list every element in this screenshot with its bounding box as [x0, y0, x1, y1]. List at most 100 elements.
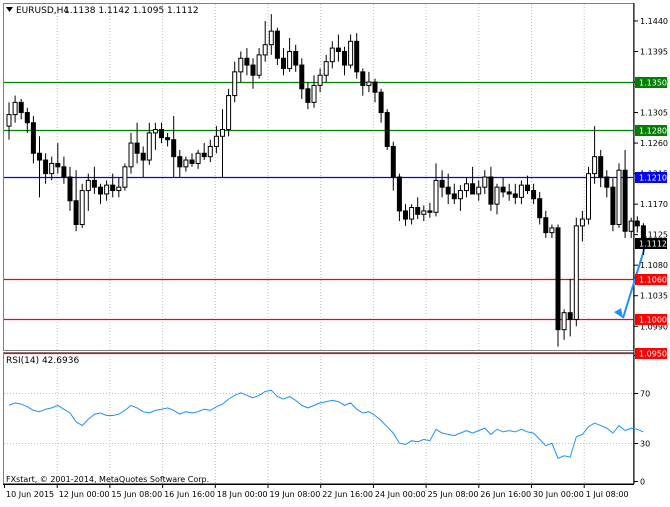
- candle-bear: [445, 186, 451, 195]
- time-tick-label: 12 Jun 00:00: [59, 490, 110, 499]
- level-price-tag-text: 1.1210: [639, 174, 667, 183]
- candle-bear: [73, 200, 79, 225]
- candle-bear: [293, 50, 299, 66]
- candle-bear: [201, 152, 207, 158]
- projection-arrow-line: [622, 245, 647, 319]
- candle-bull: [586, 173, 591, 220]
- candle-bear: [360, 71, 366, 86]
- candle-bear: [171, 139, 177, 158]
- candle-bear: [543, 217, 549, 234]
- candle-bear: [91, 179, 97, 188]
- candle-bear: [55, 162, 61, 168]
- candle-bull: [232, 71, 238, 97]
- candle-bear: [537, 198, 543, 219]
- candle-bear: [488, 176, 494, 205]
- candle-bull: [549, 227, 555, 234]
- candle-bull: [183, 159, 189, 168]
- time-tick-label: 1 Jul 08:00: [586, 490, 629, 499]
- candle-bear: [598, 156, 604, 178]
- time-tick-label: 25 Jun 08:00: [428, 490, 479, 499]
- candle-bear: [18, 101, 24, 114]
- candle-bull: [628, 220, 634, 232]
- price-tick-label: 1.1170: [640, 200, 668, 209]
- price-tick-label: 1.1260: [640, 139, 668, 148]
- candle-bull: [494, 186, 500, 205]
- candle-bull: [226, 95, 232, 131]
- level-price-tag: [635, 348, 667, 359]
- symbol-title: EURUSD,H4: [16, 6, 69, 16]
- candle-bear: [525, 184, 530, 192]
- candle-bear: [61, 166, 67, 178]
- candle-bear: [378, 91, 384, 114]
- candle-bull: [592, 156, 598, 175]
- candle-bull: [287, 50, 293, 69]
- candle-bull: [329, 47, 335, 63]
- candle-bull: [49, 162, 55, 175]
- level-price-tag-text: 1.1000: [639, 316, 667, 325]
- candle-bear: [470, 183, 476, 195]
- candle-bull: [561, 312, 567, 331]
- price-tick-label: 1.1305: [640, 109, 668, 118]
- current-price-tag: [635, 238, 667, 249]
- candle-bull: [268, 30, 274, 46]
- candle-bull: [79, 190, 85, 225]
- candle-bull: [128, 142, 134, 168]
- price-tick-label: 1.0990: [640, 322, 668, 331]
- current-price-tag-text: 1.1112: [639, 240, 667, 249]
- candle-bear: [451, 193, 457, 200]
- candle-bull: [207, 145, 213, 158]
- candle-bear: [622, 169, 628, 232]
- candle-bear: [299, 64, 305, 90]
- candle-bear: [531, 190, 537, 200]
- candle-bear: [335, 47, 341, 52]
- rsi-tick-label: 0: [640, 478, 645, 487]
- candle-bear: [342, 50, 347, 66]
- candle-bull: [311, 84, 317, 103]
- candle-bull: [195, 152, 201, 164]
- level-price-tag: [635, 314, 667, 325]
- candle-bear: [98, 186, 103, 195]
- candle-bear: [427, 210, 433, 213]
- candle-bull: [152, 129, 158, 134]
- candle-bear: [506, 191, 512, 195]
- level-price-tag: [635, 125, 667, 136]
- candle-bull: [12, 101, 18, 116]
- candle-bear: [177, 156, 183, 168]
- candle-bear: [500, 186, 506, 193]
- level-price-tag-text: 1.1280: [639, 127, 667, 136]
- candle-bull: [573, 225, 579, 320]
- candle-bull: [213, 135, 219, 147]
- candle-bear: [67, 176, 73, 202]
- candle-bear: [30, 122, 36, 154]
- candle-bear: [110, 184, 116, 192]
- candle-bull: [116, 186, 122, 192]
- candle-bear: [439, 179, 445, 188]
- grid-layer: [4, 4, 633, 483]
- price-tick-label: 1.1080: [640, 261, 668, 270]
- candle-bear: [555, 227, 561, 331]
- candle-bull: [238, 57, 244, 73]
- triangle-down-icon[interactable]: [6, 7, 13, 12]
- candle-bear: [140, 152, 146, 161]
- candle-bear: [43, 159, 49, 175]
- level-price-tag: [635, 172, 667, 183]
- candle-bull: [262, 44, 268, 56]
- candle-bull: [421, 210, 427, 215]
- time-tick-label: 26 Jun 16:00: [480, 490, 531, 499]
- time-tick-label: 18 Jun 00:00: [217, 490, 268, 499]
- candle-bull: [122, 166, 128, 188]
- time-tick-label: 15 Jun 08:00: [111, 490, 162, 499]
- candle-bull: [146, 132, 152, 161]
- candle-bull: [220, 129, 225, 137]
- candle-bear: [610, 186, 616, 225]
- candle-bear: [396, 176, 402, 212]
- candle-bear: [159, 129, 164, 139]
- time-tick-label: 24 Jun 00:00: [375, 490, 426, 499]
- candle-bear: [24, 112, 30, 124]
- candle-bull: [476, 186, 482, 195]
- candle-bear: [384, 112, 390, 147]
- time-tick-label: 10 Jun 2015: [6, 490, 54, 499]
- candle-bear: [134, 142, 140, 154]
